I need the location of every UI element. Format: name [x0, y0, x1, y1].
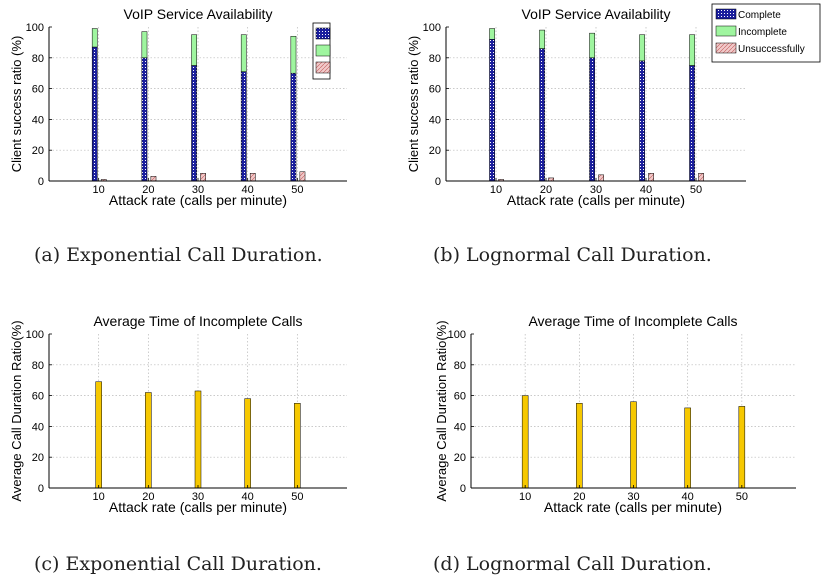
x-tick-label: 20 [142, 184, 154, 196]
bar-incomplete [589, 32, 595, 59]
caption-c: (c) Exponential Call Duration. [34, 553, 322, 575]
x-axis-label: Attack rate (calls per minute) [544, 499, 722, 515]
x-tick-label: 40 [682, 491, 694, 503]
legend-swatch-incomplete [315, 44, 331, 57]
x-tick-label: 10 [519, 491, 531, 503]
chart-title: VoIP Service Availability [124, 6, 273, 22]
legend-swatch-unsuccessfully [715, 42, 737, 54]
y-axis-label: Average Call Duration Ratio(%) [9, 320, 24, 501]
x-tick-label: 10 [490, 184, 502, 196]
bar-incomplete [539, 29, 545, 49]
caption-b: (b) Lognormal Call Duration. [433, 244, 712, 266]
y-tick-label: 80 [454, 360, 466, 372]
y-tick-label: 0 [38, 483, 44, 495]
legend-label-incomplete: Incomplete [738, 27, 787, 38]
bar-duration [684, 407, 691, 489]
bar-incomplete [290, 35, 297, 74]
x-tick-label: 50 [690, 184, 702, 196]
bar-incomplete [240, 34, 247, 72]
bar-incomplete [489, 28, 495, 40]
x-tick-label: 30 [192, 491, 204, 503]
x-tick-label: 10 [93, 491, 105, 503]
bar-incomplete [191, 34, 197, 66]
y-tick-label: 60 [454, 391, 466, 403]
x-tick-label: 50 [291, 184, 303, 196]
x-tick-label: 20 [573, 491, 585, 503]
y-tick-label: 20 [454, 452, 466, 464]
chart-title: Average Time of Incomplete Calls [528, 313, 737, 329]
y-tick-label: 40 [32, 421, 44, 433]
y-tick-label: 100 [26, 329, 44, 341]
bar-incomplete [91, 28, 98, 48]
caption-d: (d) Lognormal Call Duration. [433, 553, 712, 575]
bar-incomplete [141, 31, 148, 59]
y-axis-label: Average Call Duration Ratio(%) [434, 320, 449, 501]
y-tick-label: 40 [454, 421, 466, 433]
y-tick-label: 100 [423, 22, 441, 34]
y-tick-label: 60 [429, 84, 441, 96]
y-tick-label: 20 [32, 452, 44, 464]
x-axis-label: Attack rate (calls per minute) [507, 192, 685, 208]
y-tick-label: 0 [38, 176, 44, 188]
legend-swatch-complete [715, 8, 737, 20]
x-tick-label: 20 [142, 491, 154, 503]
legend-label-unsuccessfully: Unsuccessfully [738, 44, 805, 55]
y-tick-label: 80 [429, 53, 441, 65]
chart-title: VoIP Service Availability [522, 6, 671, 22]
y-tick-label: 0 [460, 483, 466, 495]
x-tick-label: 30 [590, 184, 602, 196]
x-tick-label: 20 [540, 184, 552, 196]
x-tick-label: 50 [736, 491, 748, 503]
x-axis-label: Attack rate (calls per minute) [109, 192, 287, 208]
y-tick-label: 100 [448, 329, 466, 341]
x-tick-label: 40 [242, 184, 254, 196]
x-axis-label: Attack rate (calls per minute) [109, 499, 287, 515]
y-axis-label: Client success ratio (%) [406, 36, 421, 173]
y-tick-label: 0 [435, 176, 441, 188]
y-tick-label: 80 [32, 53, 44, 65]
bar-duration [576, 403, 583, 489]
bar-duration [630, 401, 637, 489]
y-tick-label: 60 [32, 84, 44, 96]
legend-swatch-incomplete [715, 25, 737, 37]
x-tick-label: 40 [242, 491, 254, 503]
legend-label-complete: Complete [738, 10, 781, 21]
bar-incomplete [639, 34, 645, 62]
legend-swatch-complete [315, 27, 331, 40]
y-tick-label: 80 [32, 360, 44, 372]
y-tick-label: 20 [429, 145, 441, 157]
x-tick-label: 10 [93, 184, 105, 196]
y-tick-label: 40 [429, 114, 441, 126]
chart-title: Average Time of Incomplete Calls [93, 313, 302, 329]
y-tick-label: 40 [32, 114, 44, 126]
y-tick-label: 100 [26, 22, 44, 34]
x-tick-label: 50 [291, 491, 303, 503]
y-axis-label: Client success ratio (%) [9, 36, 24, 173]
bar-incomplete [689, 34, 695, 66]
y-tick-label: 60 [32, 391, 44, 403]
x-tick-label: 30 [192, 184, 204, 196]
y-tick-label: 20 [32, 145, 44, 157]
x-tick-label: 40 [640, 184, 652, 196]
x-tick-label: 30 [627, 491, 639, 503]
legend-swatch-unsuccessfully [315, 61, 331, 74]
bar-duration [521, 395, 529, 489]
caption-a: (a) Exponential Call Duration. [34, 244, 323, 266]
bar-duration [738, 406, 746, 489]
